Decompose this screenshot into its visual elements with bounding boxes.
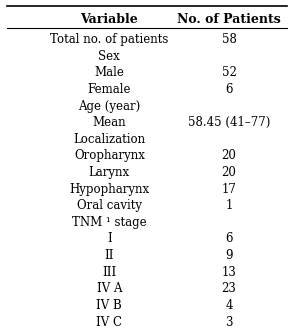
Text: 6: 6 bbox=[225, 232, 233, 246]
Text: 52: 52 bbox=[222, 67, 237, 79]
Text: II: II bbox=[104, 249, 114, 262]
Text: 58.45 (41–77): 58.45 (41–77) bbox=[188, 116, 270, 129]
Text: Oropharynx: Oropharynx bbox=[74, 149, 145, 163]
Text: Age (year): Age (year) bbox=[78, 100, 141, 113]
Text: Larynx: Larynx bbox=[89, 166, 130, 179]
Text: Localization: Localization bbox=[73, 133, 145, 146]
Text: IV C: IV C bbox=[96, 315, 122, 329]
Text: I: I bbox=[107, 232, 112, 246]
Text: 23: 23 bbox=[222, 282, 237, 295]
Text: IV B: IV B bbox=[96, 299, 122, 312]
Text: Variable: Variable bbox=[81, 13, 138, 26]
Text: 13: 13 bbox=[222, 266, 237, 279]
Text: Male: Male bbox=[94, 67, 124, 79]
Text: No. of Patients: No. of Patients bbox=[177, 13, 281, 26]
Text: TNM ¹ stage: TNM ¹ stage bbox=[72, 216, 147, 229]
Text: Sex: Sex bbox=[99, 50, 120, 63]
Text: Total no. of patients: Total no. of patients bbox=[50, 33, 168, 46]
Text: 3: 3 bbox=[225, 315, 233, 329]
Text: 4: 4 bbox=[225, 299, 233, 312]
Text: 9: 9 bbox=[225, 249, 233, 262]
Text: IV A: IV A bbox=[96, 282, 122, 295]
Text: 20: 20 bbox=[222, 166, 237, 179]
Text: Oral cavity: Oral cavity bbox=[77, 199, 142, 212]
Text: 58: 58 bbox=[222, 33, 237, 46]
Text: Mean: Mean bbox=[93, 116, 126, 129]
Text: Female: Female bbox=[88, 83, 131, 96]
Text: 6: 6 bbox=[225, 83, 233, 96]
Text: 20: 20 bbox=[222, 149, 237, 163]
Text: III: III bbox=[102, 266, 117, 279]
Text: 1: 1 bbox=[225, 199, 233, 212]
Text: 17: 17 bbox=[222, 183, 237, 196]
Text: Hypopharynx: Hypopharynx bbox=[69, 183, 149, 196]
